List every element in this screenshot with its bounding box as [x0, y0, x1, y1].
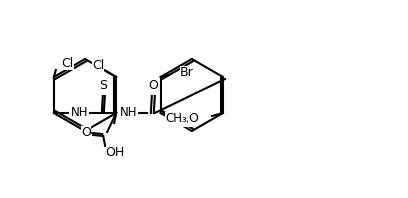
Text: Br: Br [180, 66, 193, 78]
Text: Cl: Cl [62, 56, 74, 69]
Text: O: O [188, 111, 198, 125]
Text: NH: NH [71, 106, 89, 118]
Text: Cl: Cl [92, 58, 104, 71]
Text: CH₃: CH₃ [165, 111, 187, 125]
Text: OH: OH [106, 146, 125, 159]
Text: Br: Br [180, 113, 193, 127]
Text: O: O [81, 126, 91, 138]
Text: O: O [148, 78, 158, 91]
Text: S: S [99, 78, 107, 91]
Text: NH: NH [120, 106, 137, 118]
